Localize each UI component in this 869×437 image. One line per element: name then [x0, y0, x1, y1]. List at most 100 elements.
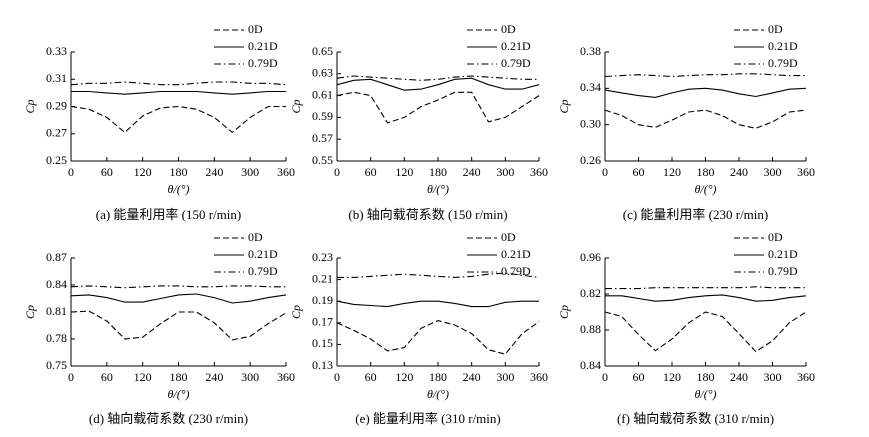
x-tick-label: 360: [797, 165, 815, 179]
x-tick-label: 0: [68, 165, 74, 179]
y-tick-label: 0.75: [46, 358, 67, 372]
y-tick-label: 0.87: [46, 250, 67, 264]
x-axis-label: θ/(°): [694, 387, 716, 401]
x-tick-label: 120: [395, 165, 413, 179]
x-tick-label: 360: [797, 370, 815, 384]
x-tick-label: 60: [633, 165, 645, 179]
series-line: [70, 105, 286, 134]
y-tick-label: 0.21: [312, 271, 333, 285]
x-tick-label: 180: [429, 165, 447, 179]
x-tick-label: 120: [663, 165, 681, 179]
series-line: [70, 81, 287, 86]
x-tick-label: 60: [101, 165, 113, 179]
series-line: [605, 294, 807, 302]
y-tick-label: 0.31: [46, 71, 67, 85]
legend-label: 0D: [248, 230, 263, 244]
y-tick-label: 0.33: [46, 44, 67, 58]
caption: (e) 能量利用率 (310 r/min): [355, 411, 501, 426]
x-axis-label: θ/(°): [694, 182, 716, 196]
y-tick-label: 0.17: [312, 315, 333, 329]
legend-label: 0D: [248, 22, 263, 36]
x-tick-label: 300: [764, 165, 782, 179]
series-line: [604, 109, 807, 129]
caption: (b) 轴向载荷系数 (150 r/min): [348, 207, 507, 222]
y-tick-label: 0.38: [580, 44, 601, 58]
legend-label: 0.79D: [248, 56, 278, 70]
legend-label: 0.21D: [768, 247, 798, 261]
legend-label: 0.79D: [501, 56, 531, 70]
series-line: [336, 77, 540, 91]
x-axis-label: θ/(°): [167, 182, 189, 196]
x-tick-label: 60: [365, 370, 377, 384]
x-tick-label: 60: [365, 165, 377, 179]
x-tick-label: 300: [496, 370, 514, 384]
x-tick-label: 180: [170, 370, 188, 384]
x-tick-label: 120: [395, 370, 413, 384]
y-tick-label: 0.96: [580, 250, 601, 264]
series-line: [70, 285, 286, 289]
series-line: [71, 90, 286, 95]
series-line: [336, 91, 540, 124]
x-tick-label: 120: [134, 370, 152, 384]
y-axis-label: Cp: [557, 99, 571, 113]
x-tick-label: 60: [101, 370, 113, 384]
x-tick-label: 0: [68, 370, 74, 384]
y-tick-label: 0.34: [580, 80, 601, 94]
y-axis-label: Cp: [23, 305, 37, 319]
y-axis-label: Cp: [557, 305, 571, 319]
y-tick-label: 0.84: [580, 358, 601, 372]
series-line: [605, 286, 806, 290]
legend-label: 0.79D: [248, 264, 278, 278]
series-line: [70, 293, 287, 304]
y-tick-label: 0.78: [46, 331, 67, 345]
x-axis-label: θ/(°): [167, 387, 189, 401]
x-axis-label: θ/(°): [427, 387, 449, 401]
y-tick-label: 0.65: [312, 44, 333, 58]
series-line: [337, 272, 540, 278]
caption: (d) 轴向载荷系数 (230 r/min): [89, 411, 248, 426]
x-tick-label: 300: [496, 165, 514, 179]
y-axis-label: Cp: [289, 305, 303, 319]
y-axis-label: Cp: [23, 99, 37, 113]
caption: (f) 轴向载荷系数 (310 r/min): [617, 411, 774, 426]
y-tick-label: 0.27: [46, 126, 67, 140]
series-line: [604, 311, 807, 353]
series-line: [604, 87, 807, 98]
y-tick-label: 0.57: [312, 131, 333, 145]
x-tick-label: 240: [205, 165, 223, 179]
y-tick-label: 0.81: [46, 304, 67, 318]
x-tick-label: 360: [530, 370, 548, 384]
x-tick-label: 180: [697, 165, 715, 179]
x-tick-label: 0: [334, 165, 340, 179]
x-tick-label: 60: [633, 370, 645, 384]
y-tick-label: 0.63: [312, 66, 333, 80]
y-tick-label: 0.88: [580, 322, 601, 336]
x-tick-label: 0: [602, 370, 608, 384]
y-axis-label: Cp: [289, 99, 303, 113]
x-tick-label: 0: [334, 370, 340, 384]
x-tick-label: 360: [277, 370, 295, 384]
legend-label: 0.79D: [501, 264, 531, 278]
x-tick-label: 360: [277, 165, 295, 179]
x-axis-label: θ/(°): [427, 182, 449, 196]
legend-label: 0D: [501, 22, 516, 36]
legend-label: 0.21D: [768, 39, 798, 53]
y-tick-label: 0.15: [312, 336, 333, 350]
series-line: [70, 310, 287, 341]
x-tick-label: 240: [463, 370, 481, 384]
legend-label: 0.21D: [501, 39, 531, 53]
legend-label: 0D: [768, 22, 783, 36]
y-tick-label: 0.55: [312, 153, 333, 167]
x-tick-label: 180: [697, 370, 715, 384]
x-tick-label: 240: [463, 165, 481, 179]
x-tick-label: 240: [730, 165, 748, 179]
series-line: [336, 300, 539, 308]
x-tick-label: 360: [530, 165, 548, 179]
x-tick-label: 0: [602, 165, 608, 179]
x-tick-label: 300: [241, 165, 259, 179]
x-tick-label: 120: [663, 370, 681, 384]
caption: (c) 能量利用率 (230 r/min): [623, 207, 769, 222]
y-tick-label: 0.25: [46, 153, 67, 167]
x-tick-label: 180: [170, 165, 188, 179]
